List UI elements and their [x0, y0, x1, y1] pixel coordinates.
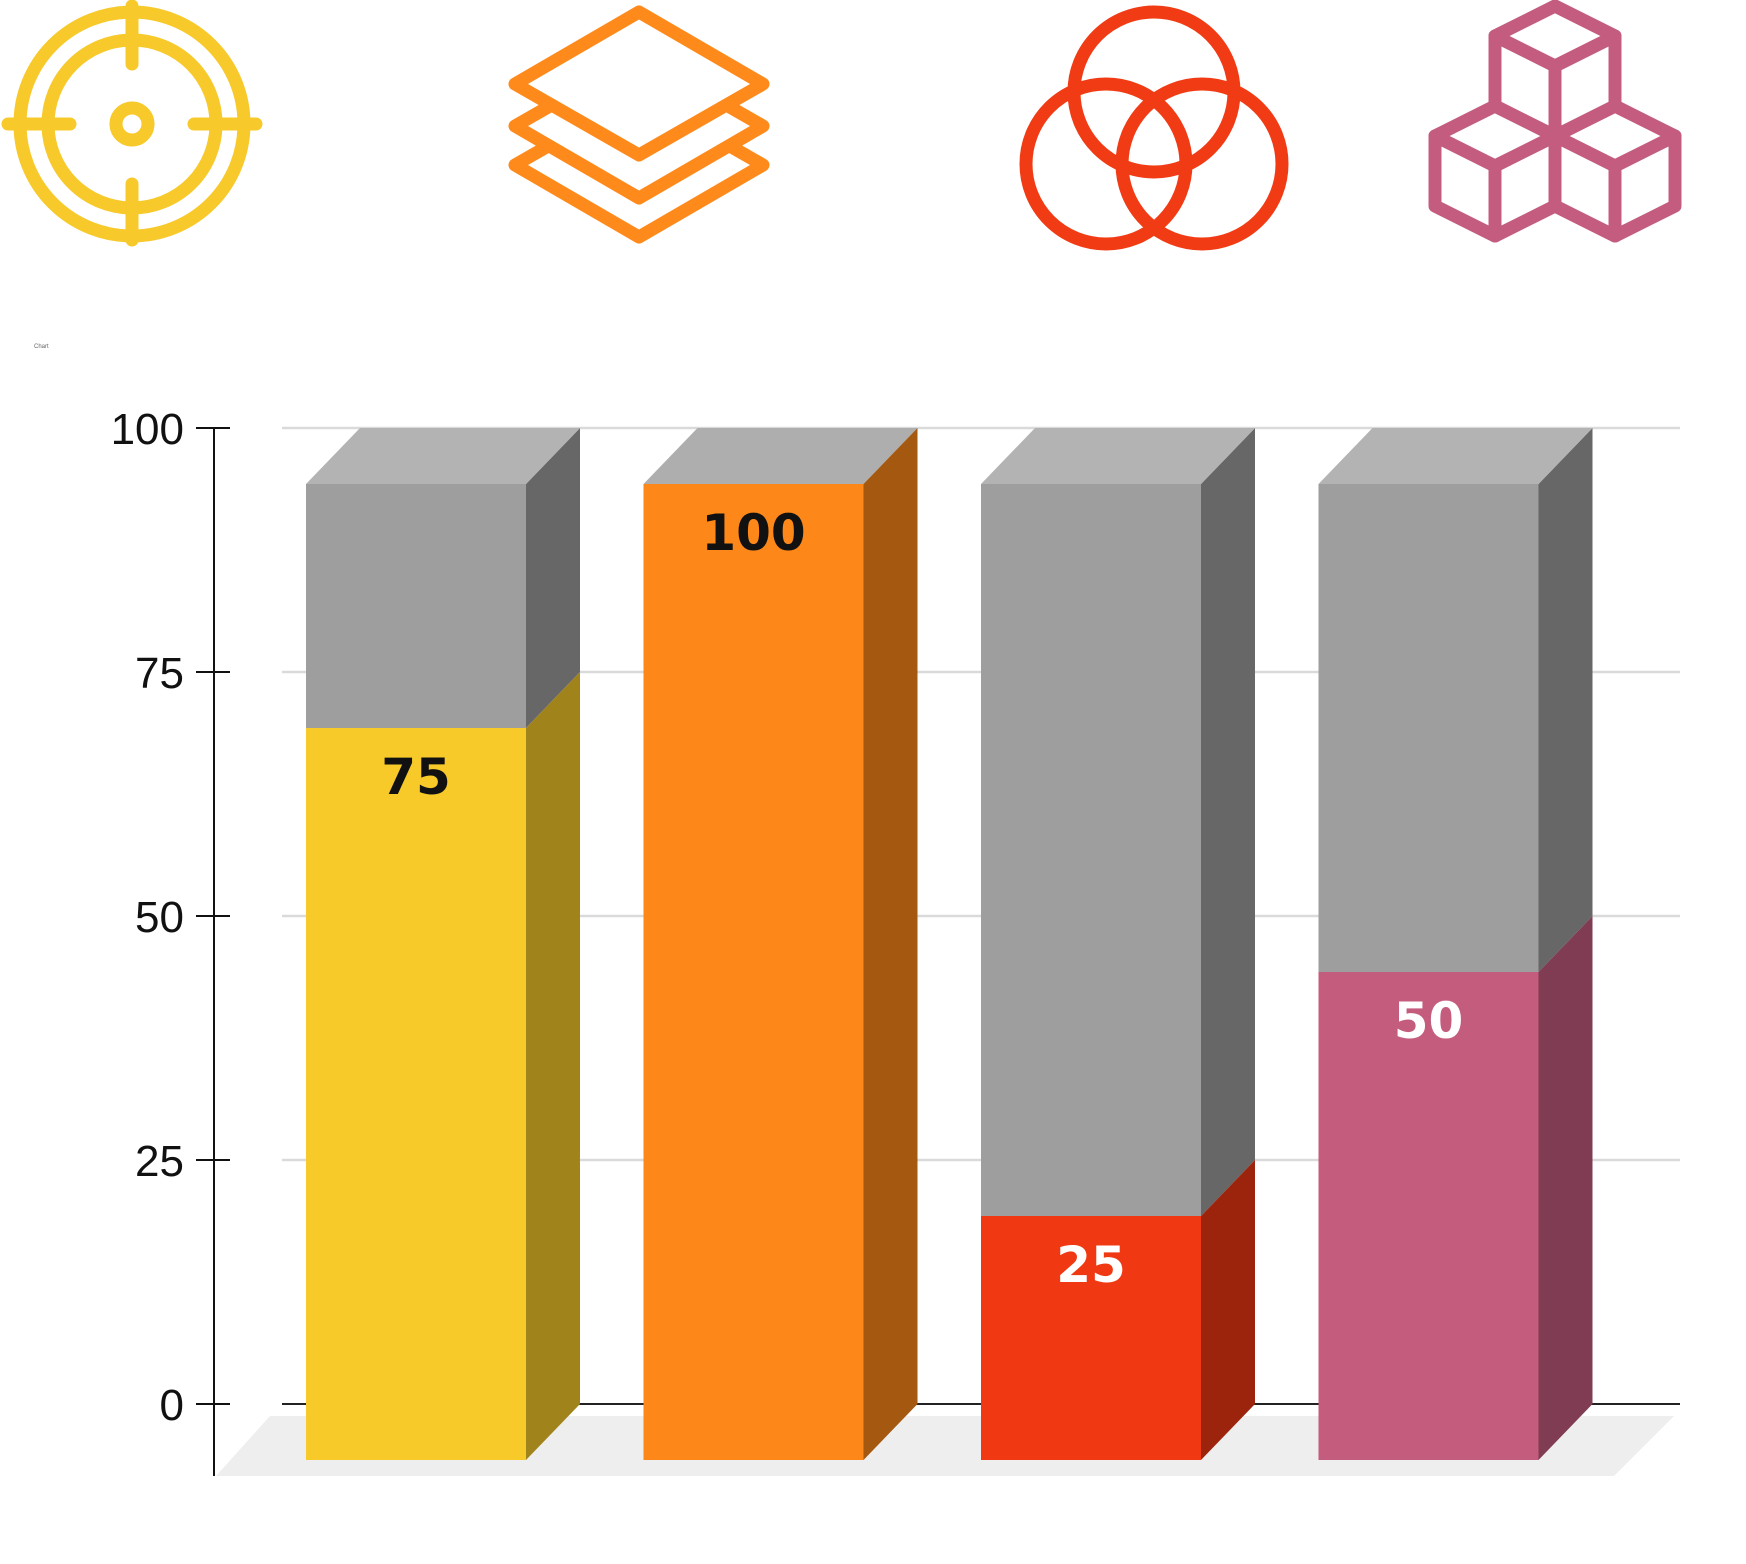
stacked-layers-icon [508, 5, 770, 244]
bar [643, 428, 918, 1460]
crosshair-target-icon [1, 0, 263, 247]
stacked-cubes-icon [1428, 0, 1682, 243]
value-labels: 75 100 25 50 [381, 504, 1463, 1294]
bar-remainder-front [1318, 484, 1539, 972]
chart-title: Chart [34, 344, 49, 350]
bar-top [1318, 428, 1593, 484]
bar-remainder-side [526, 428, 580, 728]
bar-top [981, 428, 1255, 484]
bar-top [643, 428, 918, 484]
y-tick-label: 75 [135, 649, 184, 698]
bar-top [306, 428, 580, 484]
bar-value-side [1201, 1160, 1255, 1460]
y-tick-label: 0 [160, 1381, 184, 1430]
y-tick-label: 25 [135, 1137, 184, 1186]
bar [306, 428, 580, 1460]
bar-value-side [1538, 916, 1593, 1460]
bar-remainder-front [306, 484, 526, 728]
bar-remainder-side [1538, 428, 1593, 972]
venn-three-circles-icon [1019, 5, 1289, 251]
bar-value-label: 75 [381, 748, 451, 806]
bar-value-front [643, 484, 864, 1460]
bar-value-label: 25 [1056, 1236, 1126, 1294]
bar-value-side [526, 672, 580, 1460]
bars [306, 428, 1593, 1460]
bar-value-side [863, 428, 918, 1460]
bar-value-front [306, 728, 526, 1460]
bar-remainder-side [1201, 428, 1255, 1216]
chart-floor [216, 1416, 1674, 1476]
bar-value-front [981, 1216, 1201, 1460]
bar-remainder-front [981, 484, 1201, 1216]
y-tick-label: 50 [135, 893, 184, 942]
bar-value-front [1318, 972, 1539, 1460]
y-axis: 0 25 50 75 100 [111, 405, 230, 1476]
bar-value-label: 50 [1394, 992, 1464, 1050]
y-tick-label: 100 [111, 405, 184, 454]
bar-value-label: 100 [701, 504, 805, 562]
bar [1318, 428, 1593, 1460]
icon-row [1, 0, 1682, 251]
bar [981, 428, 1255, 1460]
bar-chart: Chart 0 25 50 75 100 75 100 25 50 [34, 344, 1680, 1476]
